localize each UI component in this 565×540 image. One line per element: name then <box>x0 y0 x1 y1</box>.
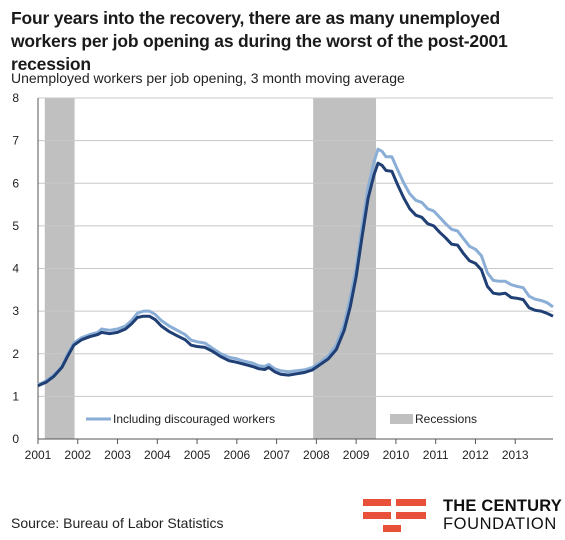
tick-labels: 0 1 2 3 4 5 6 7 8 2001 2002 2003 2004 2005 2006 2007 200… <box>12 91 529 462</box>
logo-mark-icon <box>363 499 426 532</box>
source-note: Source: Bureau of Labor Statistics <box>11 515 224 531</box>
y-tick-label: 2 <box>12 347 19 361</box>
y-tick-label: 8 <box>12 91 19 105</box>
x-tick-label: 2002 <box>64 448 91 462</box>
y-tick-label: 3 <box>12 304 19 318</box>
logo-text-line2: FOUNDATION <box>443 515 557 533</box>
chart-subtitle: Unemployed workers per job opening, 3 mo… <box>11 70 405 86</box>
logo-bar <box>363 499 391 506</box>
y-tick-label: 1 <box>12 389 19 403</box>
y-tick-label: 0 <box>12 432 19 446</box>
x-tick-label: 2006 <box>223 448 250 462</box>
x-tick-label: 2001 <box>25 448 52 462</box>
x-tick-label: 2004 <box>144 448 171 462</box>
y-tick-label: 6 <box>12 176 19 190</box>
x-tick-label: 2010 <box>383 448 410 462</box>
legend-recession-label: Recessions <box>415 412 477 426</box>
axes <box>37 98 553 444</box>
y-tick-label: 7 <box>12 134 19 148</box>
x-tick-label: 2003 <box>104 448 131 462</box>
y-tick-label: 5 <box>12 219 19 233</box>
logo-bar <box>363 512 391 519</box>
x-tick-label: 2012 <box>462 448 489 462</box>
series-line-including-discouraged <box>37 147 554 387</box>
century-foundation-logo: THE CENTURY FOUNDATION <box>363 497 562 537</box>
y-tick-label: 4 <box>12 262 19 276</box>
series-line-unemployed <box>37 161 554 388</box>
legend-recession-swatch <box>390 414 413 424</box>
series-lines <box>37 147 554 388</box>
x-tick-label: 2009 <box>343 448 370 462</box>
legend-discouraged-label: Including discouraged workers <box>113 412 275 426</box>
logo-bar <box>396 499 426 506</box>
logo-bar <box>383 525 401 532</box>
x-tick-label: 2005 <box>184 448 211 462</box>
chart-title: Four years into the recovery, there are … <box>11 8 508 74</box>
logo-bar <box>396 512 426 519</box>
x-tick-label: 2007 <box>263 448 290 462</box>
grid-lines <box>38 97 553 397</box>
logo-text-line1: THE CENTURY <box>443 497 562 515</box>
x-tick-label: 2011 <box>423 448 449 462</box>
x-tick-label: 2008 <box>303 448 330 462</box>
x-tick-label: 2013 <box>502 448 529 462</box>
legend: Including discouraged workers Recessions <box>86 412 477 426</box>
line-chart: 0 1 2 3 4 5 6 7 8 2001 2002 2003 2004 2005 2006 2007 200… <box>12 91 554 462</box>
